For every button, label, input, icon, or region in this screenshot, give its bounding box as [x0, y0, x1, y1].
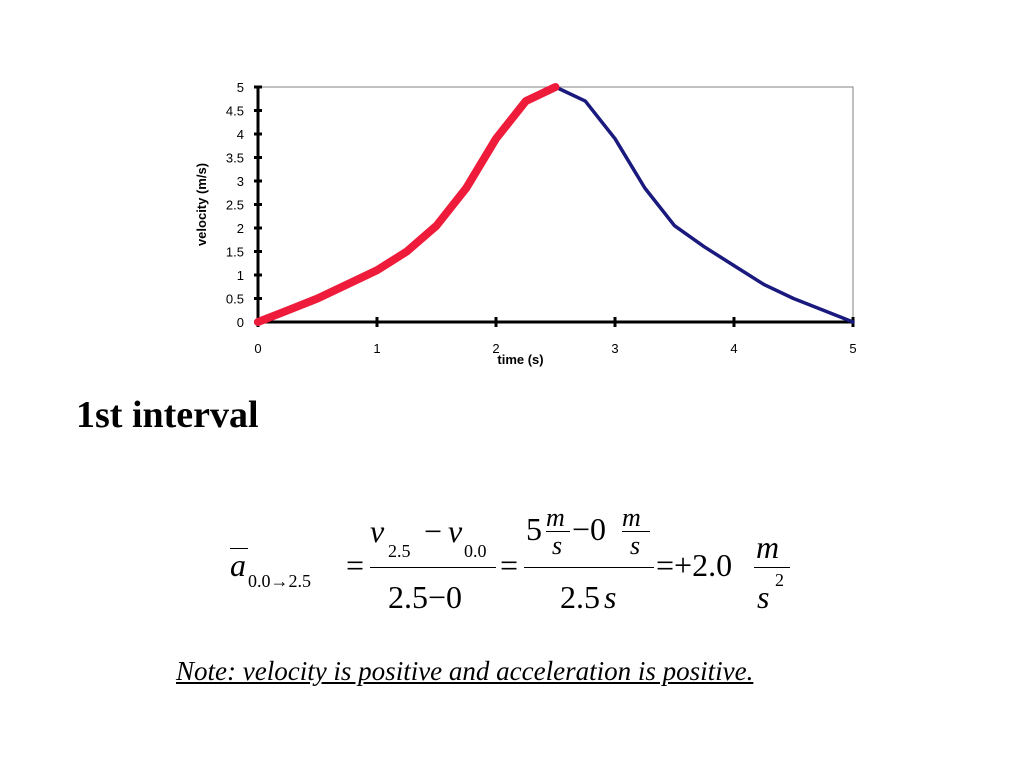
minus-zero: −0	[572, 511, 607, 547]
x-tick-label: 3	[611, 341, 618, 356]
time-unit: s	[604, 579, 617, 615]
velocity-line-second-interval	[553, 85, 855, 324]
fraction-bar-2	[524, 567, 654, 568]
time-value: 2.5	[560, 579, 600, 615]
unit-m-2: m	[622, 503, 641, 532]
velocity-final-symbol: v	[370, 513, 385, 549]
x-tick-label: 2	[492, 341, 499, 356]
result-unit-bar	[754, 567, 790, 568]
minus-sign-1: −	[424, 513, 443, 549]
acceleration-subscript: 0.0→2.5	[248, 571, 311, 591]
time-difference-1: 2.5−0	[388, 579, 463, 615]
x-tick-label: 4	[730, 341, 737, 356]
y-tick-label: 5	[237, 80, 244, 95]
y-axis-ticks: 0 0.5 1 1.5 2 2.5 3 3.5 4 4.5 5	[226, 80, 262, 330]
x-tick-label: 1	[373, 341, 380, 356]
y-tick-label: 2.5	[226, 198, 244, 213]
velocity-value-5: 5	[526, 511, 542, 547]
series-layer	[254, 83, 855, 326]
result-unit-exponent: 2	[775, 570, 784, 590]
y-tick-label: 3.5	[226, 151, 244, 166]
x-tick-label: 0	[254, 341, 261, 356]
equals-sign-2: =	[500, 547, 519, 583]
y-tick-label: 3	[237, 174, 244, 189]
y-tick-label: 2	[237, 221, 244, 236]
y-tick-label: 4	[237, 127, 244, 142]
acceleration-symbol: a	[230, 547, 246, 583]
result-unit-s: s	[757, 579, 770, 615]
y-tick-label: 1	[237, 268, 244, 283]
unit-bar-2	[622, 531, 650, 532]
unit-bar-1	[546, 531, 570, 532]
velocity-time-chart: 0 0.5 1 1.5 2 2.5 3 3.5 4 4.5 5 0 1 2 3 4 5 time (s) ve…	[194, 80, 857, 367]
result-unit-m: m	[756, 529, 780, 565]
acceleration-equation: a 0.0→2.5 = v 2.5 − v 0.0 2.5−0 = 5 m s …	[224, 505, 824, 625]
unit-m-1: m	[546, 503, 565, 532]
x-tick-label: 5	[849, 341, 856, 356]
y-axis-title: velocity (m/s)	[194, 163, 209, 246]
result-value: =+2.0	[656, 547, 733, 583]
velocity-initial-subscript: 0.0	[464, 541, 487, 561]
x-axis-title: time (s)	[497, 352, 543, 367]
velocity-final-subscript: 2.5	[388, 541, 411, 561]
y-tick-label: 0	[237, 315, 244, 330]
x-axis-ticks: 0 1 2 3 4 5	[254, 317, 857, 356]
unit-s-1: s	[552, 531, 563, 560]
note-text: Note: velocity is positive and accelerat…	[176, 656, 754, 686]
average-overbar	[230, 548, 248, 549]
unit-s-2: s	[630, 531, 641, 560]
interval-heading: 1st interval	[76, 394, 259, 436]
y-tick-label: 4.5	[226, 104, 244, 119]
fraction-bar-1	[370, 567, 496, 568]
velocity-initial-symbol: v	[448, 513, 463, 549]
y-tick-label: 0.5	[226, 292, 244, 307]
y-tick-label: 1.5	[226, 245, 244, 260]
equals-sign-1: =	[346, 547, 365, 583]
velocity-line-first-interval	[254, 83, 560, 326]
